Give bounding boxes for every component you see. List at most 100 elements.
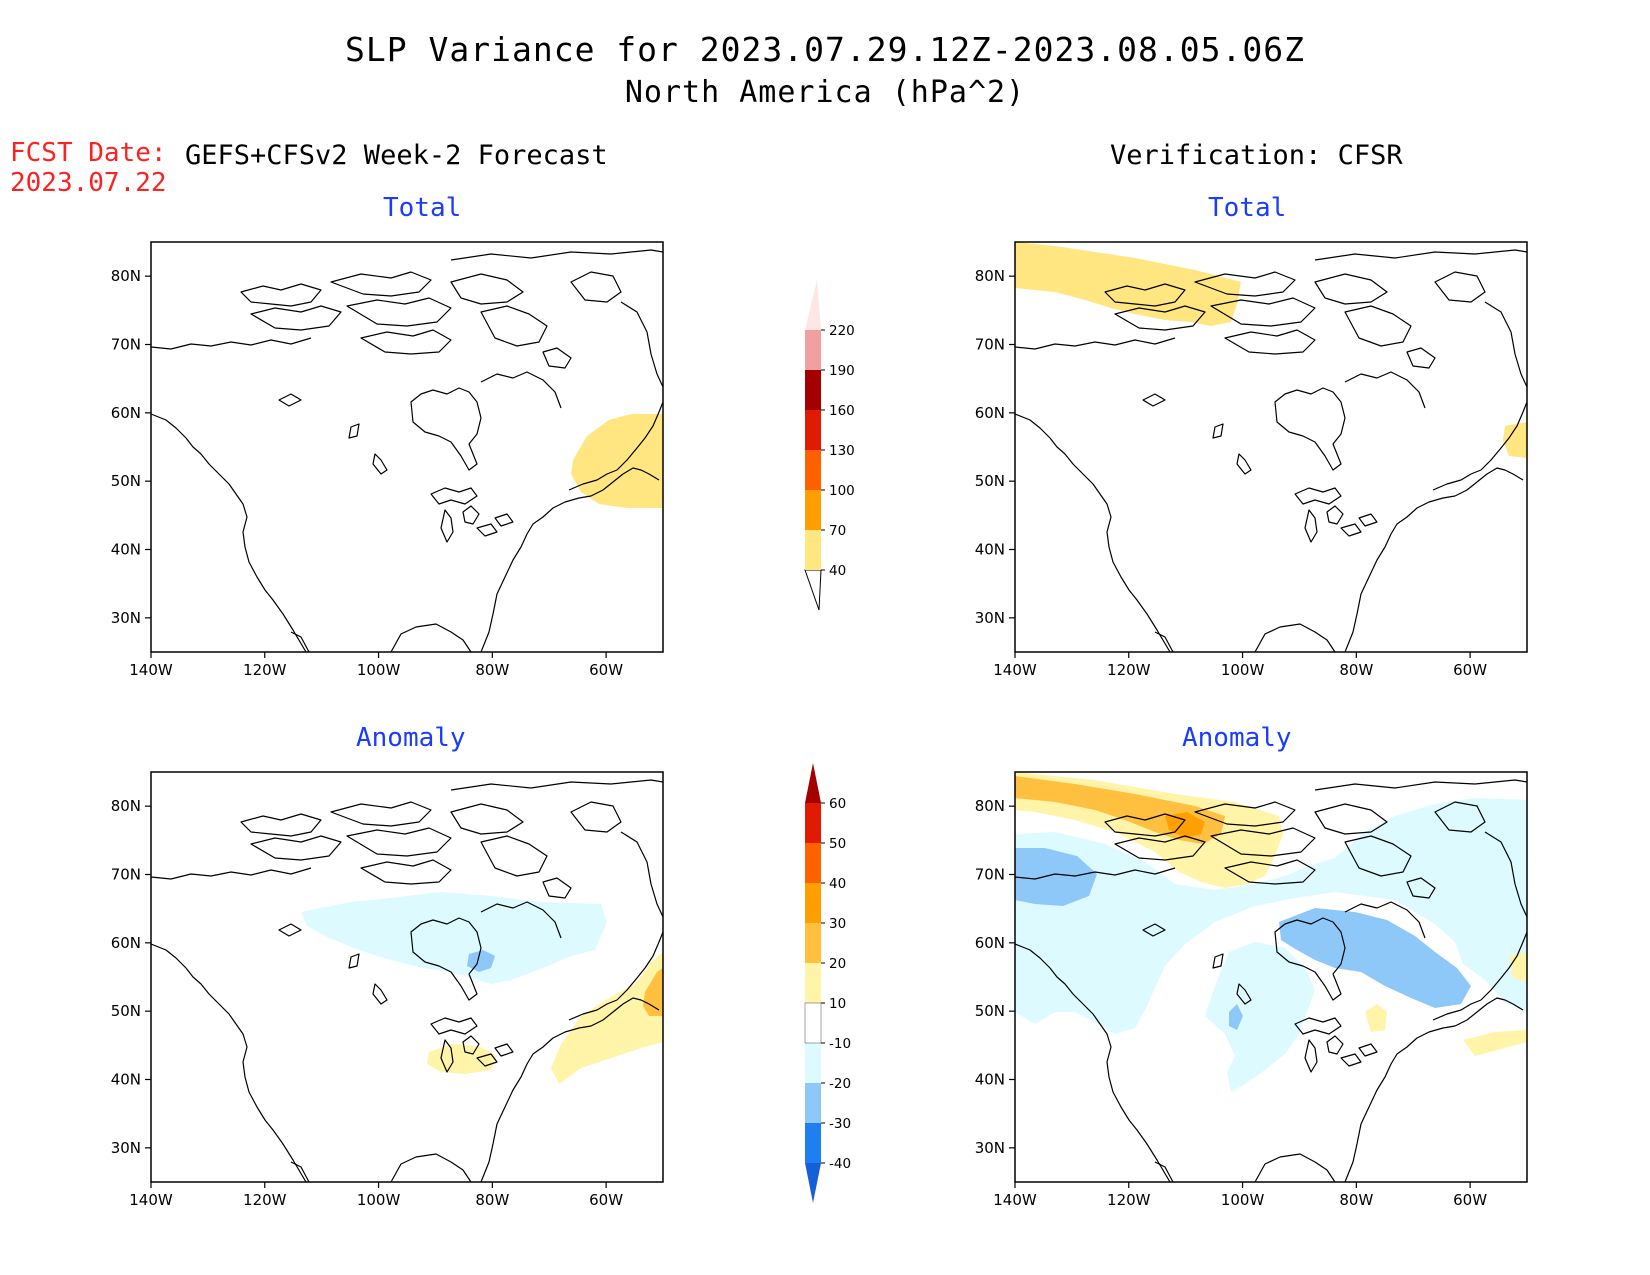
lat-tick-label: 30N	[111, 1139, 141, 1157]
colorbar-segment	[805, 490, 821, 530]
lon-tick-label: 80W	[1339, 1191, 1373, 1209]
lon-tick-label: 140W	[129, 1191, 173, 1209]
shade-pos-40-70	[1503, 422, 1527, 458]
lat-tick-label: 40N	[975, 1071, 1005, 1089]
lat-tick-label: 60N	[111, 404, 141, 422]
colorbar-high-tail	[805, 763, 821, 803]
lat-tick-label: 50N	[975, 1002, 1005, 1020]
shade-pos-10-20	[1509, 952, 1527, 982]
lat-tick-label: 70N	[111, 336, 141, 354]
colorbar-segment	[805, 410, 821, 450]
lat-tick-label: 60N	[111, 934, 141, 952]
lon-tick-label: 140W	[993, 661, 1037, 679]
colorbar-label: 10	[829, 996, 846, 1012]
lon-tick-label: 80W	[1339, 661, 1373, 679]
colorbar-segment	[805, 530, 821, 570]
forecast-heading: GEFS+CFSv2 Week-2 Forecast	[185, 140, 608, 171]
shade-neg-20-30	[467, 950, 495, 972]
map-forecast-anomaly	[150, 771, 664, 1183]
main-title: SLP Variance for 2023.07.29.12Z-2023.08.…	[345, 30, 1305, 69]
lat-tick-label: 40N	[111, 541, 141, 559]
colorbar-total: 40 70 100 130 160 190 220	[804, 280, 855, 611]
lat-tick-label: 30N	[975, 1139, 1005, 1157]
lon-tick-label: 60W	[589, 1191, 623, 1209]
lon-tick-label: 140W	[129, 661, 173, 679]
colorbar-label: -40	[829, 1156, 851, 1172]
panel-title-forecast-total: Total	[383, 193, 462, 223]
lon-tick-label: 80W	[475, 1191, 509, 1209]
shade-pos-10-20	[551, 952, 663, 1084]
lon-tick-label: 100W	[1221, 661, 1265, 679]
colorbar-segment	[805, 370, 821, 410]
lat-tick-label: 80N	[111, 267, 141, 285]
lat-tick-label: 40N	[975, 541, 1005, 559]
lat-tick-label: 70N	[111, 866, 141, 884]
colorbar-segment	[805, 803, 821, 843]
colorbar-segment	[805, 1123, 821, 1163]
shade-neg-20-30	[1229, 1004, 1243, 1030]
colorbar-segment	[805, 1043, 821, 1083]
lon-tick-label: 100W	[1221, 1191, 1265, 1209]
shade-pos-10-20	[1365, 1004, 1387, 1032]
colorbar-label: 130	[829, 443, 855, 459]
colorbar-segment	[805, 280, 821, 330]
colorbar-segment	[805, 1083, 821, 1123]
colorbar-label: 190	[829, 363, 855, 379]
fcst-date-label: FCST Date:	[10, 138, 167, 168]
lon-tick-label: 60W	[589, 661, 623, 679]
lon-tick-label: 120W	[1107, 1191, 1151, 1209]
shade-pos-40-70	[1015, 242, 1241, 326]
lat-tick-label: 40N	[111, 1071, 141, 1089]
lat-tick-label: 50N	[111, 472, 141, 490]
lon-tick-label: 120W	[243, 661, 287, 679]
lon-tick-label: 60W	[1453, 661, 1487, 679]
main-subtitle: North America (hPa^2)	[624, 75, 1026, 110]
colorbar-label: -10	[829, 1036, 851, 1052]
fcst-date-value: 2023.07.22	[10, 168, 167, 198]
lon-tick-label: 100W	[357, 661, 401, 679]
lon-tick-label: 100W	[357, 1191, 401, 1209]
shade-pos-10-20	[1463, 1030, 1527, 1056]
colorbar-label: -20	[829, 1076, 851, 1092]
colorbar-label: 30	[829, 916, 846, 932]
colorbar-label: -30	[829, 1116, 851, 1132]
colorbar-segment	[805, 450, 821, 490]
verification-heading: Verification: CFSR	[1110, 140, 1403, 171]
colorbar-label: 20	[829, 956, 846, 972]
shade-neg-10-20	[301, 892, 607, 984]
map-forecast-total	[150, 241, 664, 653]
colorbar-segment	[805, 330, 821, 370]
lat-tick-label: 70N	[975, 866, 1005, 884]
lon-tick-label: 120W	[1107, 661, 1151, 679]
colorbar-anomaly: -40 -30 -20 -10 10 20 30 40 50 60	[804, 763, 851, 1203]
colorbar-segment	[805, 883, 821, 923]
panel-title-verification-anomaly: Anomaly	[1182, 723, 1292, 753]
panel-title-forecast-anomaly: Anomaly	[356, 723, 466, 753]
lat-tick-label: 50N	[111, 1002, 141, 1020]
shade-neg-20-30	[1015, 848, 1097, 906]
colorbar-label: 50	[829, 836, 846, 852]
lon-tick-label: 60W	[1453, 1191, 1487, 1209]
lon-tick-label: 80W	[475, 661, 509, 679]
map-verification-total	[1014, 241, 1528, 653]
lon-tick-label: 120W	[243, 1191, 287, 1209]
shade-neg-20-30	[1279, 908, 1471, 1008]
colorbar-low-tail	[804, 569, 822, 611]
lat-tick-label: 30N	[111, 609, 141, 627]
colorbar-label: 100	[829, 483, 855, 499]
colorbar-low-tail	[805, 1163, 821, 1203]
lat-tick-label: 80N	[975, 267, 1005, 285]
axes-layer: 80N 70N 60N 50N 40N 30N 140W 120W 100W 80W 60W 80N 7…	[111, 267, 1488, 1209]
map-verification-anomaly	[1014, 771, 1528, 1183]
lat-tick-label: 60N	[975, 934, 1005, 952]
colorbar-label: 40	[829, 876, 846, 892]
lon-tick-label: 140W	[993, 1191, 1037, 1209]
colorbar-segment	[805, 963, 821, 1003]
shade-neg-10-20	[1015, 798, 1527, 1034]
shade-neg-10-20	[1205, 942, 1315, 1092]
lat-tick-label: 70N	[975, 336, 1005, 354]
colorbar-segment	[805, 843, 821, 883]
shade-pos-40-70	[571, 414, 663, 508]
lat-tick-label: 80N	[111, 797, 141, 815]
